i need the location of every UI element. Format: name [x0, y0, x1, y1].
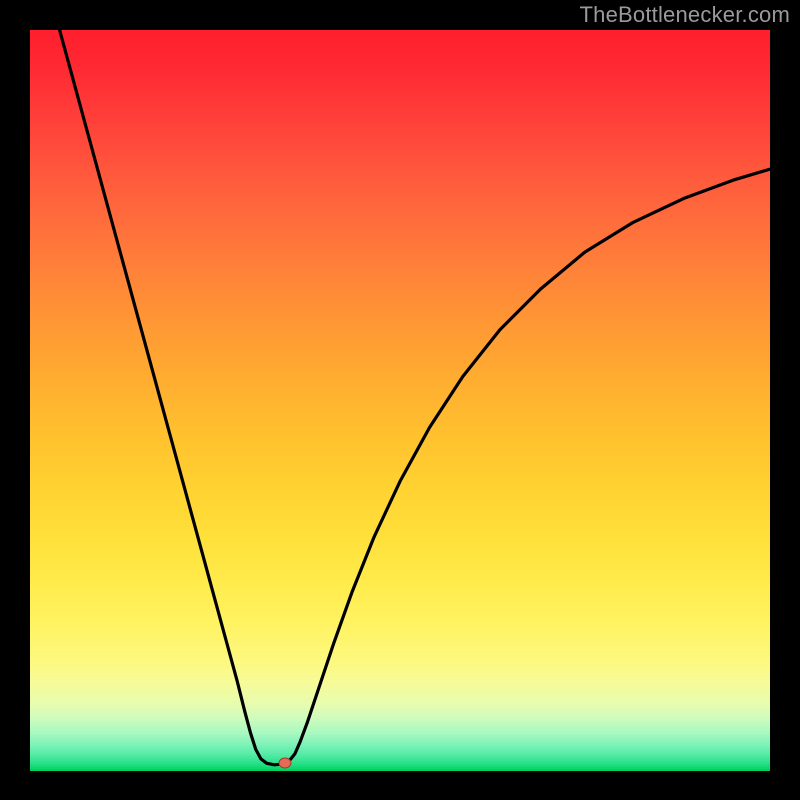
- bottleneck-curve: [30, 30, 770, 770]
- sweet-spot-marker: [279, 757, 292, 768]
- watermark-text: TheBottlenecker.com: [580, 2, 790, 28]
- chart-frame: TheBottlenecker.com: [0, 0, 800, 800]
- plot-area: [30, 30, 770, 770]
